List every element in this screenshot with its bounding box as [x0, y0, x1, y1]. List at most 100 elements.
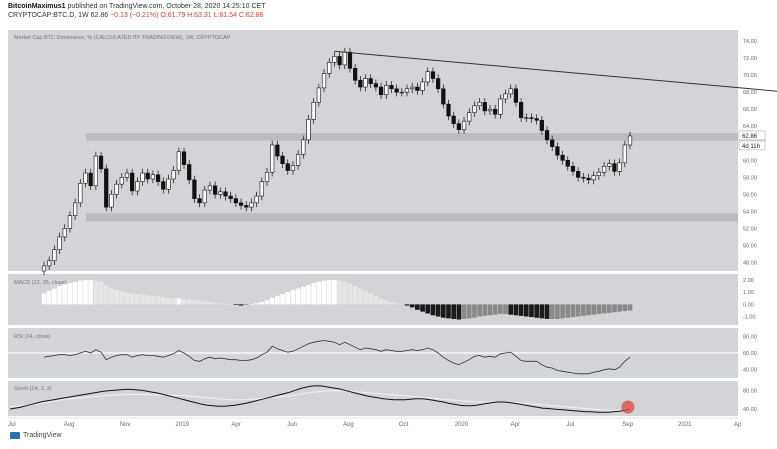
macd-bar — [472, 304, 477, 318]
x-tick-label: 2021 — [678, 422, 692, 428]
macd-bar — [461, 304, 467, 319]
candle — [581, 177, 586, 179]
macd-bar — [347, 283, 353, 305]
candle — [244, 205, 249, 208]
price-tick-label: 52.00 — [743, 226, 757, 232]
macd-bar — [456, 304, 462, 320]
candle — [436, 78, 441, 90]
macd-bar — [140, 294, 145, 305]
candle — [441, 88, 446, 105]
candle — [270, 144, 275, 173]
macd-bar — [254, 303, 259, 305]
price-tick-label: 64.00 — [743, 124, 757, 130]
price-tick-label: 66.00 — [743, 107, 757, 113]
macd-bar — [326, 280, 332, 305]
candle — [213, 185, 218, 195]
macd-bar — [93, 280, 99, 305]
macd-tick-label: -1.00 — [743, 315, 756, 321]
candle — [373, 83, 379, 88]
macd-bar — [363, 291, 368, 305]
candle — [280, 155, 285, 164]
candle — [295, 154, 301, 166]
candle — [555, 146, 560, 156]
macd-bar — [534, 304, 539, 318]
price-tick-label: 72.00 — [743, 56, 757, 62]
candle — [368, 78, 373, 84]
macd-bar — [430, 304, 436, 316]
candle — [456, 123, 461, 130]
macd-bar — [435, 304, 441, 317]
candle — [301, 139, 306, 155]
x-tick-label: Nov — [120, 422, 131, 428]
macd-bar — [617, 304, 622, 312]
last-price: 62.86 — [90, 12, 109, 19]
price-tick-label: 60.00 — [743, 158, 757, 164]
candle — [399, 91, 404, 94]
countdown-label: 4d 11h — [742, 144, 760, 150]
candle — [482, 102, 487, 112]
tradingview-brand[interactable]: TradingView — [10, 432, 62, 439]
candle — [228, 195, 233, 199]
macd-bar — [88, 280, 94, 305]
last-price-label: 62.86 — [742, 134, 758, 140]
author-name[interactable]: BitcoinMaximus1 — [8, 3, 66, 10]
macd-bar — [487, 304, 493, 316]
candle — [493, 108, 498, 115]
macd-bar — [306, 284, 311, 305]
x-tick-label: Aug — [343, 422, 354, 428]
candle — [109, 194, 114, 208]
macd-tick-label: 0.00 — [743, 302, 754, 308]
candle — [155, 174, 161, 182]
macd-bar — [197, 300, 202, 305]
macd-title: MACD (12, 26, close) — [14, 280, 67, 286]
macd-bar — [269, 297, 275, 305]
macd-bar — [217, 303, 223, 305]
x-tick-label: Jul — [566, 422, 574, 428]
candle — [135, 181, 140, 192]
price-tick-label: 50.00 — [743, 243, 757, 249]
stoch-tick-label: 80.00 — [743, 388, 757, 394]
candle — [238, 202, 244, 206]
candle — [140, 172, 145, 182]
candle — [161, 181, 166, 190]
candle — [290, 165, 296, 171]
macd-bar — [57, 286, 62, 305]
candle — [259, 181, 264, 197]
candle — [342, 51, 347, 66]
symbol-line: CRYPTOCAP:BTC.D, 1W 62.86 −0.13 (−0.21%)… — [8, 12, 263, 20]
candle — [627, 135, 633, 146]
candle — [358, 79, 363, 88]
macd-bar — [300, 286, 306, 305]
candle — [202, 189, 207, 204]
candle — [114, 183, 119, 195]
price-tick-label: 56.00 — [743, 192, 757, 198]
candle — [353, 68, 358, 81]
macd-bar — [228, 304, 234, 305]
candle — [166, 178, 171, 190]
symbol-label[interactable]: CRYPTOCAP:BTC.D, 1W — [8, 12, 89, 19]
macd-bar — [135, 294, 140, 305]
candle — [410, 86, 415, 90]
stoch-title: Stoch (14, 3, 3) — [14, 386, 52, 392]
candle — [119, 177, 124, 185]
candle — [617, 162, 622, 172]
macd-bar — [575, 304, 581, 317]
candle — [321, 73, 327, 89]
macd-bar — [192, 300, 197, 305]
macd-bar — [389, 301, 394, 305]
x-tick-label: 2020 — [455, 422, 469, 428]
macd-bar — [150, 295, 156, 305]
macd-bar — [290, 290, 296, 305]
macd-bar — [503, 304, 508, 315]
macd-bar — [321, 280, 327, 305]
candle — [249, 202, 254, 208]
candle — [404, 88, 410, 93]
macd-bar — [555, 304, 560, 319]
macd-bar — [601, 304, 607, 314]
candle — [207, 185, 213, 191]
candle — [83, 172, 88, 184]
candle — [534, 118, 539, 121]
chart-area[interactable]: Market Cap BTC Dominance, % (CALCULATED … — [0, 24, 777, 432]
macd-bar — [394, 303, 399, 305]
macd-bar — [223, 303, 228, 305]
